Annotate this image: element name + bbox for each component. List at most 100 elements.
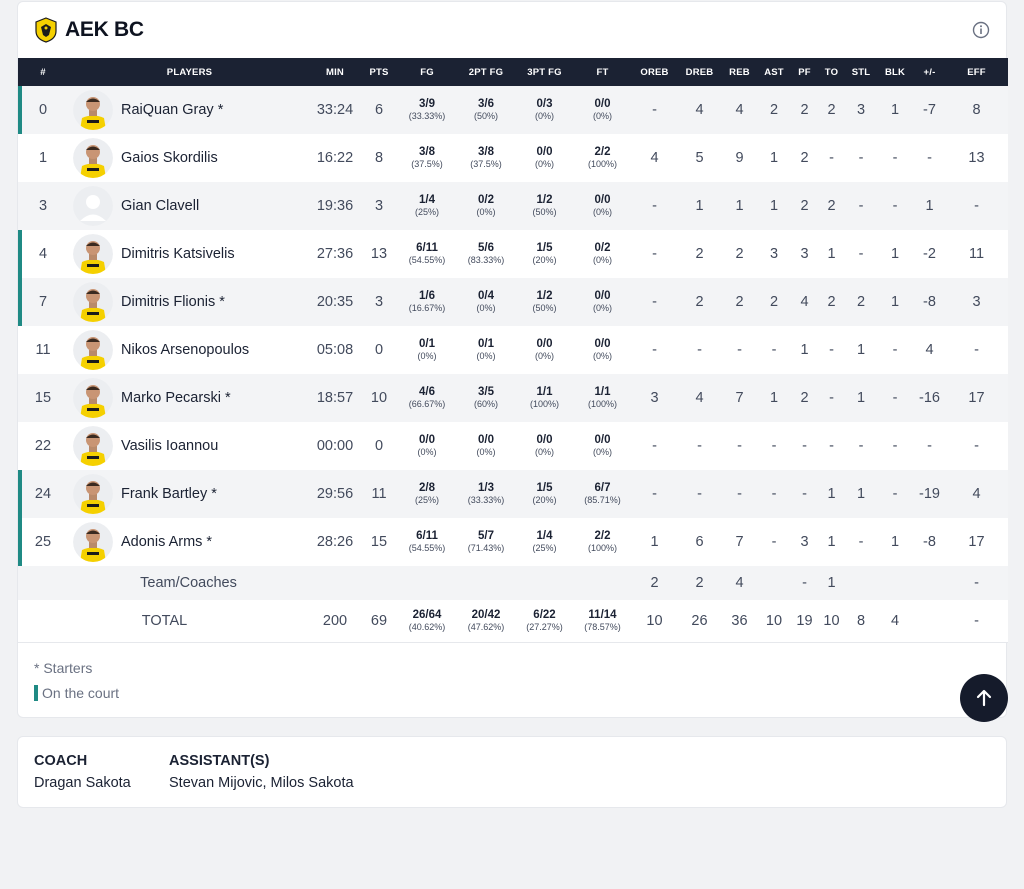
total-fg-percent: (40.62%)	[408, 622, 446, 632]
stat-pf: -	[792, 470, 817, 518]
player-cell[interactable]: RaiQuan Gray *	[68, 86, 311, 134]
stat-eff: 8	[945, 86, 1008, 134]
player-cell[interactable]: Dimitris Katsivelis	[68, 230, 311, 278]
player-cell[interactable]: Adonis Arms *	[68, 518, 311, 566]
table-row[interactable]: 3 Gian Clavell 19:36 3 1/4 (25%) 0/2 (0%) 1/2 (50…	[18, 182, 1008, 230]
team-logo	[35, 17, 57, 43]
total-fg2-percent: (47.62%)	[467, 622, 505, 632]
stat-fg-made-attempted: 6/11	[416, 529, 438, 542]
table-row[interactable]: 11 Nikos Arsenopoulos 05:08 0 0/1 (0%) 0/1 (0%)…	[18, 326, 1008, 374]
col-header-to[interactable]: TO	[817, 58, 846, 86]
stat-fg3: 0/3 (0%)	[517, 86, 572, 134]
col-header-dreb[interactable]: DREB	[676, 58, 723, 86]
stat-min: 00:00	[311, 422, 359, 470]
scroll-top-button[interactable]	[960, 674, 1008, 722]
stat-fg: 0/1 (0%)	[399, 326, 455, 374]
player-name-link[interactable]: Marko Pecarski *	[121, 390, 231, 406]
col-header-blk[interactable]: BLK	[876, 58, 914, 86]
stat-blk: -	[876, 374, 914, 422]
total-blk: 4	[876, 600, 914, 643]
player-cell[interactable]: Gaios Skordilis	[68, 134, 311, 182]
col-header-plus-minus[interactable]: +/-	[914, 58, 945, 86]
stat-fg3: 1/2 (50%)	[517, 278, 572, 326]
stat-eff: 17	[945, 518, 1008, 566]
stat-fg3-percent: (100%)	[529, 399, 559, 410]
player-avatar	[73, 186, 113, 226]
col-header-eff[interactable]: EFF	[945, 58, 1008, 86]
player-cell[interactable]: Dimitris Flionis *	[68, 278, 311, 326]
player-name-link[interactable]: Adonis Arms *	[121, 534, 213, 550]
info-icon[interactable]	[972, 21, 990, 39]
col-header-num[interactable]: #	[18, 58, 68, 86]
stat-fg3-made-attempted: 0/3	[536, 97, 553, 110]
table-row[interactable]: 0 RaiQuan Gray * 33:24 6 3/9 (33.33%) 3/6 (50%)…	[18, 86, 1008, 134]
player-name-link[interactable]: Dimitris Katsivelis	[121, 246, 235, 262]
stat-ft-percent: (0%)	[592, 303, 612, 314]
col-header-fg[interactable]: FG	[399, 58, 455, 86]
stat-ast: 2	[756, 278, 792, 326]
stat-fg-percent: (54.55%)	[408, 255, 446, 266]
stat-ft-made-attempted: 0/0	[594, 289, 611, 302]
on-court-marker	[34, 685, 38, 701]
player-name-link[interactable]: Gian Clavell	[121, 198, 200, 214]
stat-pts: 3	[359, 182, 399, 230]
stat-fg-percent: (54.55%)	[408, 543, 446, 554]
stat-fg2-percent: (0%)	[476, 207, 496, 218]
stat-pm: 4	[914, 326, 945, 374]
col-header-ft[interactable]: FT	[572, 58, 633, 86]
player-name-link[interactable]: Dimitris Flionis *	[121, 294, 225, 310]
stat-fg2-made-attempted: 3/8	[478, 145, 494, 158]
stat-min: 28:26	[311, 518, 359, 566]
player-name-link[interactable]: Frank Bartley *	[121, 486, 217, 502]
stat-pf: 2	[792, 374, 817, 422]
player-name-link[interactable]: Nikos Arsenopoulos	[121, 342, 250, 358]
player-name-link[interactable]: Gaios Skordilis	[121, 150, 218, 166]
col-header-fg3[interactable]: 3PT FG	[517, 58, 572, 86]
stat-fg: 1/6 (16.67%)	[399, 278, 455, 326]
player-cell[interactable]: Nikos Arsenopoulos	[68, 326, 311, 374]
player-cell[interactable]: Gian Clavell	[68, 182, 311, 230]
col-header-fg2[interactable]: 2PT FG	[455, 58, 517, 86]
stat-fg-made-attempted: 1/4	[419, 193, 435, 206]
col-header-pts[interactable]: PTS	[359, 58, 399, 86]
player-name-link[interactable]: RaiQuan Gray *	[121, 102, 224, 118]
stat-fg2-made-attempted: 0/0	[478, 433, 494, 446]
legend-starters: * Starters	[34, 660, 93, 676]
col-header-ast[interactable]: AST	[756, 58, 792, 86]
player-cell[interactable]: Vasilis Ioannou	[68, 422, 311, 470]
player-avatar	[73, 330, 113, 370]
stat-fg2-percent: (0%)	[476, 447, 496, 458]
coach-name: Dragan Sakota	[34, 775, 131, 791]
col-header-oreb[interactable]: OREB	[633, 58, 676, 86]
stat-min: 29:56	[311, 470, 359, 518]
player-cell[interactable]: Marko Pecarski *	[68, 374, 311, 422]
player-cell[interactable]: Frank Bartley *	[68, 470, 311, 518]
col-header-players[interactable]: PLAYERS	[68, 58, 311, 86]
player-avatar	[73, 234, 113, 274]
stat-fg3: 1/5 (20%)	[517, 230, 572, 278]
stat-dreb: 6	[676, 518, 723, 566]
col-header-min[interactable]: MIN	[311, 58, 359, 86]
table-row[interactable]: 22 Vasilis Ioannou 00:00 0 0/0 (0%) 0/0 (0%) 0/0…	[18, 422, 1008, 470]
player-number: 7	[18, 278, 68, 326]
table-row[interactable]: 15 Marko Pecarski * 18:57 10 4/6 (66.67%) 3/5(…	[18, 374, 1008, 422]
table-row[interactable]: 1 Gaios Skordilis 16:22 8 3/8 (37.5%) 3/8 (37.5…	[18, 134, 1008, 182]
col-header-pf[interactable]: PF	[792, 58, 817, 86]
player-name-link[interactable]: Vasilis Ioannou	[121, 438, 219, 454]
table-row[interactable]: 24 Frank Bartley * 29:56 11 2/8 (25%) 1/3 (33.3…	[18, 470, 1008, 518]
stat-ft: 0/2 (0%)	[572, 230, 633, 278]
col-header-reb[interactable]: REB	[723, 58, 756, 86]
stat-min: 05:08	[311, 326, 359, 374]
team-stat-shot	[399, 566, 455, 600]
table-row[interactable]: 25 Adonis Arms * 28:26 15 6/11 (54.55%) 5/7 (71…	[18, 518, 1008, 566]
stat-min: 27:36	[311, 230, 359, 278]
col-header-stl[interactable]: STL	[846, 58, 876, 86]
table-row[interactable]: 7 Dimitris Flionis * 20:35 3 1/6 (16.67%) 0/4(…	[18, 278, 1008, 326]
stat-fg-percent: (33.33%)	[408, 111, 446, 122]
total-min: 200	[311, 600, 359, 643]
stat-fg: 3/9 (33.33%)	[399, 86, 455, 134]
stat-fg2-percent: (37.5%)	[470, 159, 502, 170]
stat-fg-made-attempted: 4/6	[419, 385, 435, 398]
table-row[interactable]: 4 Dimitris Katsivelis 27:36 13 6/11 (54.55%) 5…	[18, 230, 1008, 278]
stat-ft-percent: (100%)	[587, 399, 617, 410]
